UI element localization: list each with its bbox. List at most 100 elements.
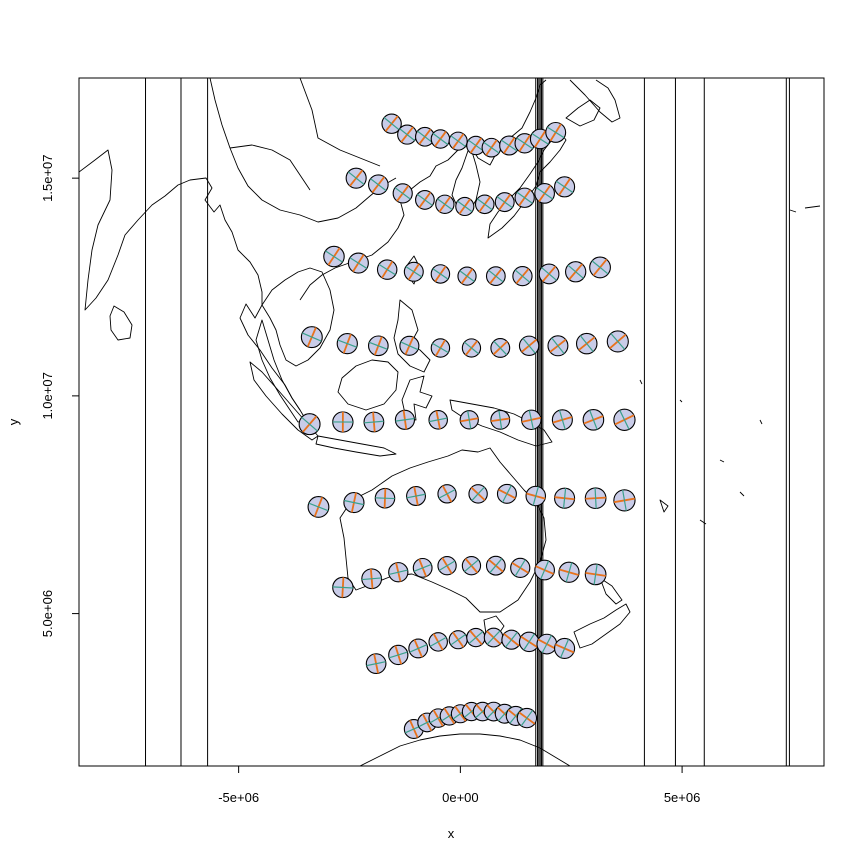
indicatrix-minor-axis xyxy=(594,487,597,509)
indicatrix-minor-axis xyxy=(502,485,512,503)
indicatrix-minor-axis xyxy=(368,341,388,350)
indicatrix xyxy=(428,632,448,652)
indicatrix xyxy=(430,338,451,358)
indicatrix xyxy=(575,332,598,355)
indicatrix-minor-axis xyxy=(560,638,570,658)
indicatrix xyxy=(589,256,611,279)
indicatrix xyxy=(551,409,573,431)
indicatrix xyxy=(613,489,636,512)
indicatrix-minor-axis xyxy=(514,269,531,283)
indicatrix-minor-axis xyxy=(567,264,584,279)
java xyxy=(315,435,397,457)
sri-lanka xyxy=(109,305,133,341)
indicatrix xyxy=(347,252,369,274)
new-zealand xyxy=(573,577,631,649)
indicatrix xyxy=(307,495,330,518)
indicatrix xyxy=(481,137,502,158)
indicatrix xyxy=(430,264,451,284)
indicatrix xyxy=(448,131,468,151)
indicatrix xyxy=(457,266,477,286)
indicatrix-minor-axis xyxy=(370,178,387,192)
indicatrix-minor-axis xyxy=(532,486,539,506)
indicatrix-minor-axis xyxy=(471,486,485,501)
indicatrix xyxy=(374,487,396,509)
indicatrix-minor-axis xyxy=(347,171,365,185)
indicatrix-minor-axis xyxy=(562,488,567,509)
y-tick-label: 1.5e+07 xyxy=(40,154,55,201)
indicatrix xyxy=(584,563,607,586)
indicatrix-minor-axis xyxy=(528,410,534,430)
north-asia-borders xyxy=(209,78,397,223)
indicatrix-minor-axis xyxy=(432,268,449,280)
indicatrix-minor-axis xyxy=(565,562,573,583)
indicatrix-minor-axis xyxy=(551,337,565,354)
indicatrix xyxy=(510,557,531,579)
sulawesi xyxy=(401,375,433,421)
indicatrix xyxy=(388,644,409,666)
indicatrix-minor-axis xyxy=(622,489,627,511)
indicatrix-minor-axis xyxy=(301,332,322,342)
indicatrix xyxy=(514,187,535,208)
tissot-indicatrices xyxy=(298,113,636,739)
indicatrix xyxy=(428,410,448,430)
indicatrix-minor-axis xyxy=(308,502,329,512)
indicatrix xyxy=(521,409,542,431)
indicatrix xyxy=(298,413,321,436)
indicatrix-minor-axis xyxy=(405,266,423,278)
indicatrix xyxy=(518,631,540,653)
indicatrix xyxy=(332,411,354,433)
indicatrix-minor-axis xyxy=(464,341,479,355)
y-tick-label: 5.0e+06 xyxy=(40,590,55,637)
indicatrix xyxy=(584,487,607,510)
y-tick-label: 1.0e+07 xyxy=(40,372,55,419)
indicatrix-minor-axis xyxy=(500,139,518,152)
indicatrix xyxy=(514,133,535,154)
indian-subcontinent-coast xyxy=(79,149,301,411)
indochina xyxy=(261,267,335,367)
indicatrix xyxy=(512,265,533,287)
indicatrix-minor-axis xyxy=(464,559,479,573)
indicatrix-minor-axis xyxy=(395,417,415,422)
indicatrix-minor-axis xyxy=(468,631,484,644)
indicatrix-minor-axis xyxy=(432,132,449,145)
indicatrix xyxy=(361,568,383,590)
indicatrix xyxy=(538,263,560,285)
indicatrix xyxy=(343,491,365,514)
indicatrix xyxy=(365,653,387,675)
y-axis: 5.0e+06 1.0e+07 1.5e+07 xyxy=(40,154,80,637)
indicatrix-minor-axis xyxy=(429,636,447,647)
borneo xyxy=(337,359,399,411)
indicatrix-minor-axis xyxy=(366,661,386,667)
indicatrix xyxy=(397,124,418,145)
indicatrix-minor-axis xyxy=(610,333,626,350)
coastline-layer xyxy=(79,78,821,766)
indicatrix xyxy=(455,196,475,217)
indicatrix xyxy=(448,630,468,650)
indicatrix-minor-axis xyxy=(591,260,609,275)
indicatrix-minor-axis xyxy=(589,410,598,430)
indicatrix xyxy=(613,408,636,431)
indicatrix-minor-axis xyxy=(593,564,598,585)
y-axis-title: y xyxy=(6,418,21,425)
indicatrix-minor-axis xyxy=(522,337,536,354)
indicatrix-minor-axis xyxy=(325,250,343,263)
indicatrix-minor-axis xyxy=(378,263,396,276)
indicatrix xyxy=(323,245,345,268)
pacific-islands xyxy=(639,205,821,525)
indicatrix-minor-axis xyxy=(520,709,534,727)
indicatrix xyxy=(483,627,504,648)
indicatrix xyxy=(403,261,424,282)
indicatrix xyxy=(518,335,540,357)
indicatrix xyxy=(376,259,398,280)
indicatrix-minor-axis xyxy=(516,191,533,204)
indicatrix-minor-axis xyxy=(375,497,395,500)
indicatrix-minor-axis xyxy=(459,270,475,283)
indicatrix-minor-axis xyxy=(399,128,416,141)
indicatrix xyxy=(466,627,486,648)
indicatrix xyxy=(490,338,511,358)
indicatrix-minor-axis xyxy=(505,631,518,648)
x-axis-title: x xyxy=(448,826,455,841)
indicatrix-minor-axis xyxy=(468,139,484,152)
indicatrix xyxy=(554,637,576,659)
japan-islands xyxy=(487,99,601,239)
